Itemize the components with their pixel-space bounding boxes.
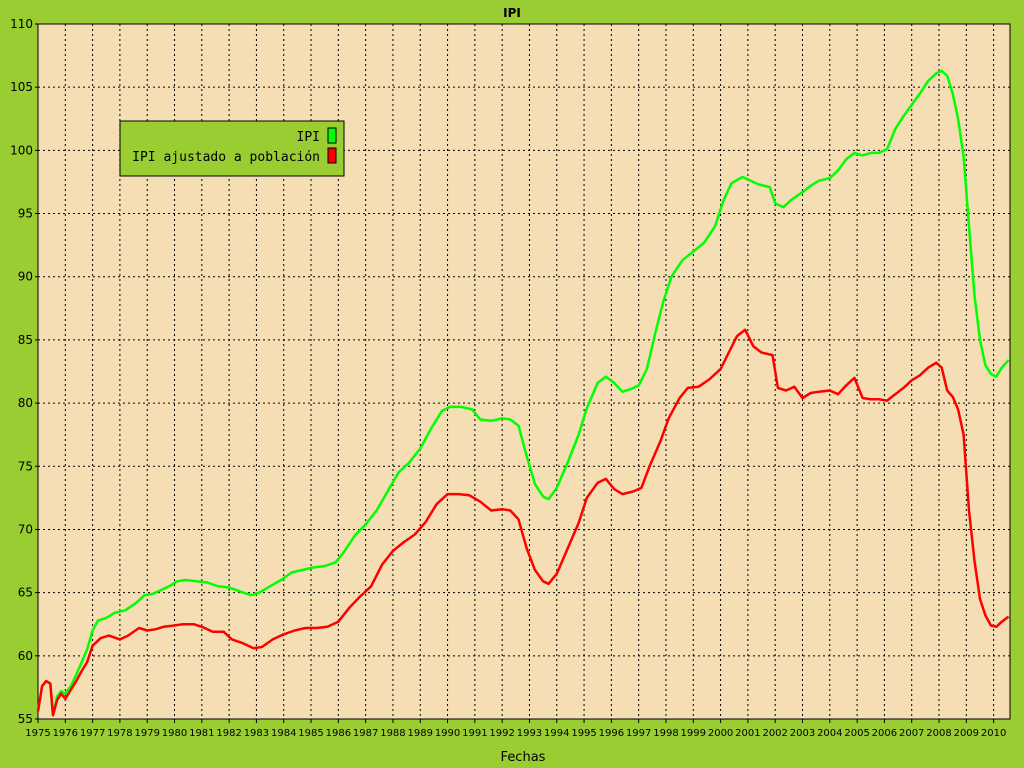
x-tick-label: 1988	[380, 728, 405, 739]
plot-frame	[37, 23, 1011, 720]
y-tick-label: 80	[18, 396, 33, 410]
x-tick-label: 1979	[134, 728, 159, 739]
x-tick-label: 2007	[899, 728, 924, 739]
legend-label-ipi: IPI	[297, 130, 320, 145]
chart-title: IPI	[503, 6, 521, 20]
y-tick-label: 65	[18, 586, 33, 600]
x-tick-label: 1993	[517, 728, 542, 739]
x-tick-label: 1990	[435, 728, 460, 739]
y-tick-label: 55	[18, 712, 33, 726]
x-tick-label: 1983	[244, 728, 269, 739]
y-tick-label: 105	[10, 80, 33, 94]
x-tick-label: 2008	[926, 728, 951, 739]
x-tick-label: 1991	[462, 728, 487, 739]
x-tick-label: 1977	[80, 728, 105, 739]
x-tick-label: 1995	[571, 728, 596, 739]
x-tick-label: 2010	[981, 728, 1006, 739]
x-tick-label: 1982	[216, 728, 241, 739]
y-tick-label: 95	[18, 207, 33, 221]
y-tick-label: 60	[18, 649, 33, 663]
legend-swatch-ipi	[327, 127, 337, 144]
x-tick-label: 1998	[653, 728, 678, 739]
legend-swatch-ipi-adjusted	[327, 147, 337, 164]
x-tick-label: 2003	[790, 728, 815, 739]
legend-label-ipi-adjusted: IPI ajustado a población	[132, 150, 320, 165]
x-tick-label: 2006	[872, 728, 897, 739]
x-tick-label: 1976	[53, 728, 78, 739]
x-tick-label: 1985	[298, 728, 323, 739]
y-tick-label: 90	[18, 270, 33, 284]
x-tick-label: 1989	[408, 728, 433, 739]
x-tick-label: 1981	[189, 728, 214, 739]
x-tick-label: 1999	[681, 728, 706, 739]
x-tick-label: 1980	[162, 728, 187, 739]
x-axis-label: Fechas	[501, 750, 546, 765]
x-tick-label: 2002	[762, 728, 787, 739]
x-tick-label: 1986	[326, 728, 351, 739]
x-tick-label: 1997	[626, 728, 651, 739]
series-line-ipi	[36, 69, 1010, 717]
legend-box	[119, 120, 345, 177]
x-tick-label: 1994	[544, 728, 569, 739]
y-tick-label: 100	[10, 143, 33, 157]
x-tick-label: 1987	[353, 728, 378, 739]
y-tick-label: 75	[18, 459, 33, 473]
x-tick-label: 2009	[954, 728, 979, 739]
x-tick-label: 1978	[107, 728, 132, 739]
x-tick-label: 2000	[708, 728, 733, 739]
y-tick-label: 85	[18, 333, 33, 347]
x-tick-label: 2005	[844, 728, 869, 739]
y-tick-label: 110	[10, 17, 33, 31]
x-tick-label: 1992	[489, 728, 514, 739]
legend: IPI IPI ajustado a población	[119, 120, 345, 177]
x-tick-label: 2004	[817, 728, 842, 739]
x-tick-label: 1984	[271, 728, 296, 739]
x-tick-label: 1996	[599, 728, 624, 739]
y-tick-label: 70	[18, 522, 33, 536]
x-tick-label: 2001	[735, 728, 760, 739]
x-tick-label: 1975	[25, 728, 50, 739]
series-line-ipi-adjusted	[36, 328, 1010, 717]
